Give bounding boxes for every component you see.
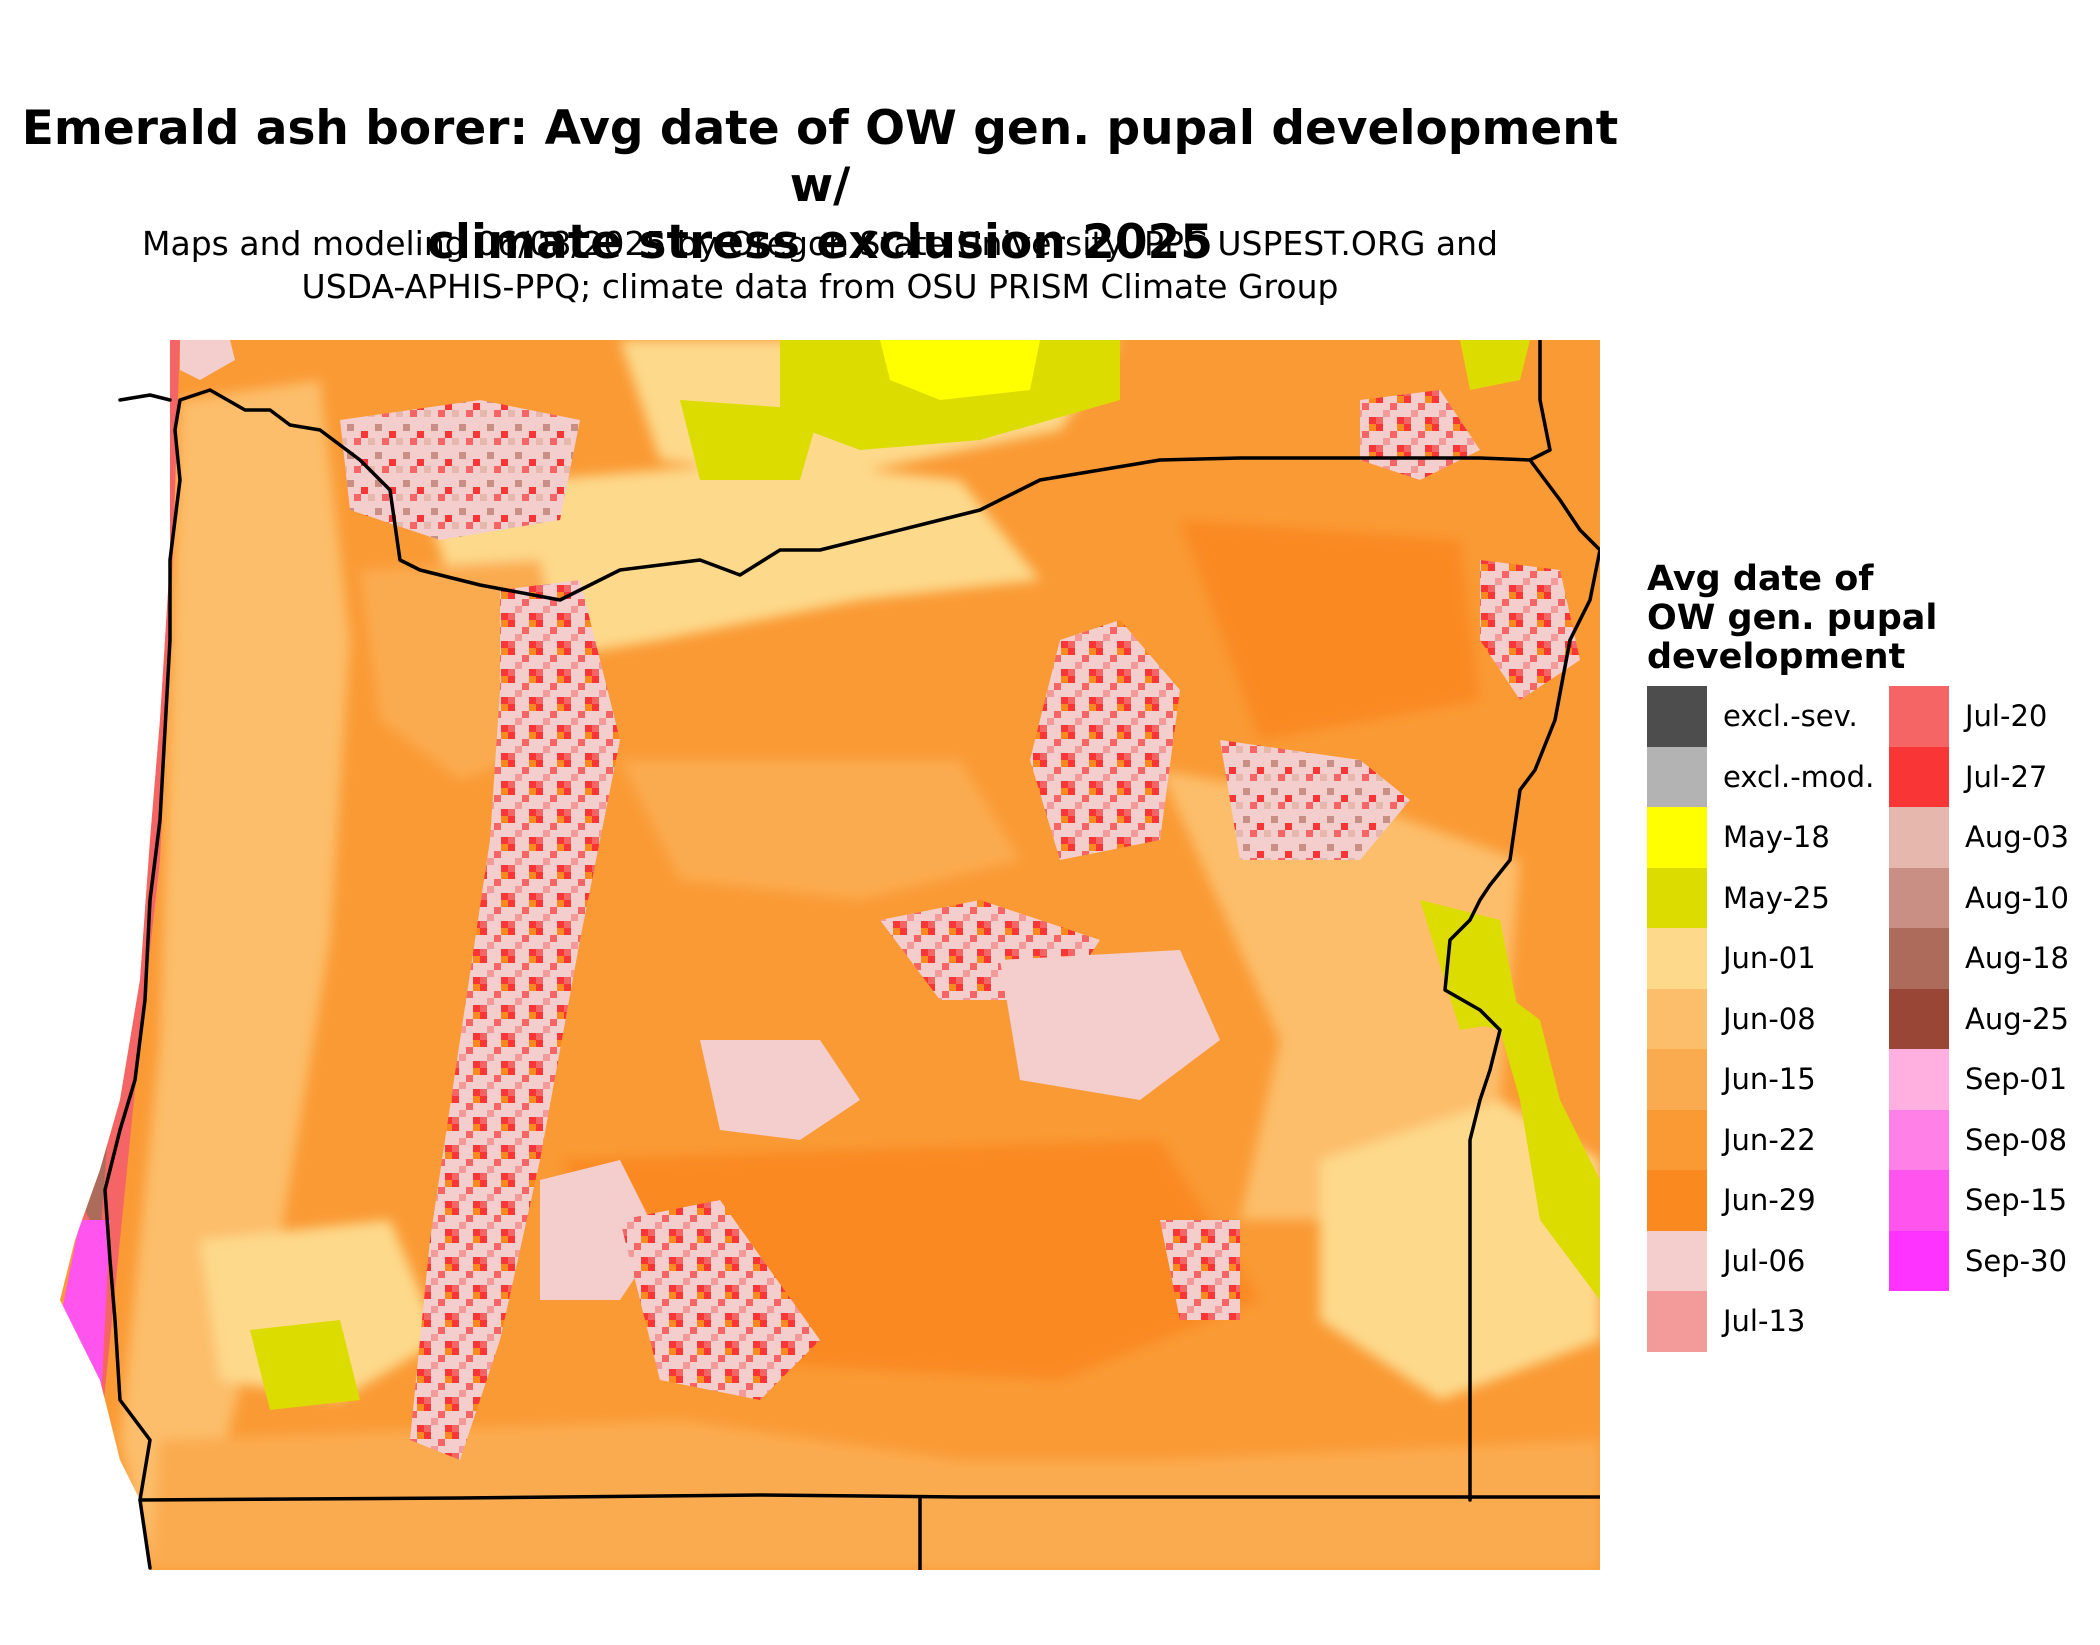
legend-label: Aug-18	[1965, 941, 2069, 975]
legend-title-line-3: development	[1647, 637, 1906, 677]
legend-label: excl.-sev.	[1723, 699, 1858, 733]
legend-swatch	[1647, 1109, 1707, 1170]
map-canvas	[60, 338, 1602, 1572]
legend-swatch	[1647, 1049, 1707, 1110]
legend-label: Sep-08	[1965, 1122, 2068, 1157]
legend-label: May-25	[1723, 880, 1830, 915]
legend-swatch	[1889, 988, 1949, 1049]
legend-swatch	[1647, 1291, 1707, 1352]
legend-swatch	[1889, 686, 1949, 747]
legend-label: Sep-30	[1965, 1243, 2068, 1278]
legend-title-line-1: Avg date of	[1647, 559, 1874, 599]
legend-swatch	[1647, 686, 1707, 747]
legend-swatch	[1647, 928, 1707, 989]
legend-swatch	[1647, 988, 1707, 1049]
legend-label: Jun-22	[1723, 1122, 1816, 1157]
legend-swatch	[1889, 1170, 1949, 1231]
map-title: Emerald ash borer: Avg date of OW gen. p…	[0, 100, 1640, 271]
oregon-raster-map	[60, 338, 1602, 1572]
map-title-line-1: Emerald ash borer: Avg date of OW gen. p…	[21, 101, 1619, 213]
legend-swatch	[1889, 1230, 1949, 1291]
legend-swatch	[1889, 1049, 1949, 1110]
legend-swatch	[1889, 1109, 1949, 1170]
legend-swatch	[1647, 1230, 1707, 1291]
map-title-line-2: climate stress exclusion 2025	[427, 215, 1213, 270]
legend-swatch	[1889, 807, 1949, 868]
legend-label: Jul-13	[1723, 1304, 1806, 1338]
legend-label: Jun-01	[1723, 941, 1816, 975]
state-boundaries	[103, 338, 1602, 1572]
legend-swatch	[1889, 928, 1949, 989]
legend-label: Sep-01	[1965, 1062, 2068, 1096]
legend-swatch	[1647, 807, 1707, 868]
legend-label: May-18	[1723, 820, 1830, 854]
legend-label: Sep-15	[1965, 1183, 2068, 1217]
legend-title: Avg date of OW gen. pupal development	[1647, 560, 2087, 677]
legend-label: Jun-29	[1723, 1183, 1816, 1217]
legend-title-line-2: OW gen. pupal	[1647, 598, 1938, 638]
legend-label: Jul-20	[1965, 699, 2048, 733]
legend-label: Aug-25	[1965, 1001, 2069, 1036]
legend-label: Aug-10	[1965, 880, 2069, 915]
legend-swatch	[1647, 867, 1707, 928]
map-subtitle-line-2: USDA-APHIS-PPQ; climate data from OSU PR…	[301, 267, 1339, 306]
map-subtitle-line-1: Maps and modeling 06/08/2025 by Oregon S…	[142, 224, 1498, 263]
legend-swatch	[1647, 746, 1707, 807]
legend-label: Jul-27	[1965, 759, 2048, 794]
legend-swatch	[1889, 867, 1949, 928]
legend-label: Jun-08	[1723, 1001, 1816, 1036]
legend-label: Jun-15	[1723, 1062, 1816, 1096]
legend-label: Aug-03	[1965, 820, 2069, 854]
map-subtitle: Maps and modeling 06/08/2025 by Oregon S…	[0, 222, 1640, 308]
legend-swatch	[1889, 746, 1949, 807]
legend-swatch	[1647, 1170, 1707, 1231]
legend-label: excl.-mod.	[1723, 759, 1875, 794]
legend-label: Jul-06	[1723, 1243, 1806, 1278]
